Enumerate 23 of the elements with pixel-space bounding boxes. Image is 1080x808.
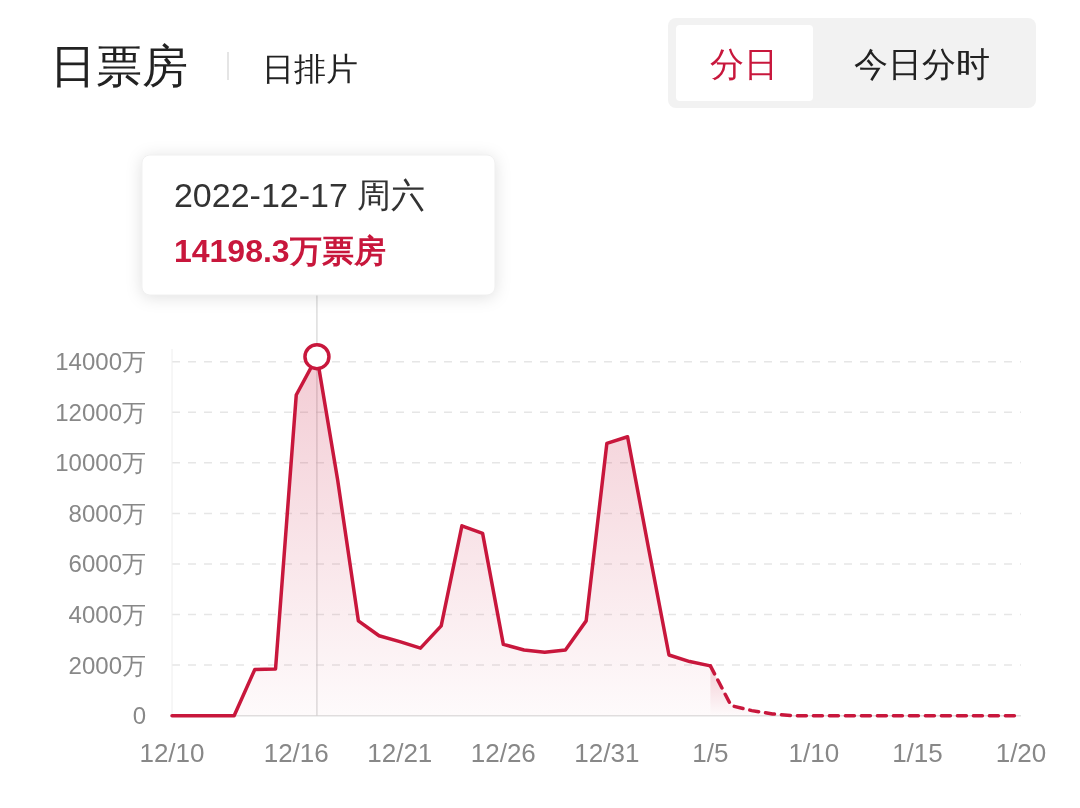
x-tick-label: 12/16 [263,738,329,768]
y-tick-label: 10000万 [55,449,146,477]
x-tick-label: 12/31 [574,738,640,768]
x-tick-label: 12/21 [367,738,433,768]
y-tick-label: 14000万 [55,348,146,376]
text: 今日分时 [854,45,990,83]
y-tick-label: 12000万 [55,398,146,426]
text: 日排片 [262,51,358,87]
y-tick-label: 8000万 [68,499,146,527]
text: 2022-12-17 周六 [173,176,426,214]
chart-title: 日票房 [50,40,188,92]
annotation: 14198.3万票房 [173,233,386,269]
y-tick-label: 0 [132,702,146,730]
x-tick-label: 1/10 [788,738,840,768]
y-tick-label: 6000万 [68,550,146,578]
text: 分日 [710,45,778,83]
x-tick-label: 1/5 [692,738,729,768]
y-tick-label: 2000万 [68,651,146,679]
y-tick-label: 4000万 [68,600,146,628]
x-tick-label: 12/10 [139,738,205,768]
x-tick-label: 1/20 [995,738,1047,768]
x-tick-label: 1/15 [892,738,943,768]
x-tick-label: 12/26 [470,738,536,768]
